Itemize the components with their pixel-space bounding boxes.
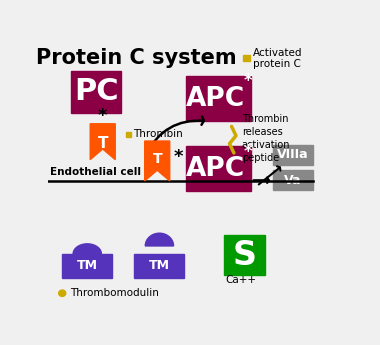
Circle shape	[59, 290, 66, 296]
Bar	[125, 132, 131, 137]
Polygon shape	[145, 141, 170, 181]
Text: APC: APC	[186, 156, 245, 182]
Bar	[224, 235, 265, 275]
Polygon shape	[73, 244, 101, 254]
Polygon shape	[90, 124, 115, 160]
Bar	[243, 56, 250, 61]
Bar	[273, 145, 312, 165]
Text: Endothelial cell: Endothelial cell	[51, 167, 141, 177]
Text: Thrombomodulin: Thrombomodulin	[70, 288, 158, 298]
Text: Thrombin
releases
activation
peptide: Thrombin releases activation peptide	[242, 114, 290, 163]
Text: *: *	[98, 107, 108, 125]
Text: PC: PC	[74, 77, 119, 106]
Text: Thrombin: Thrombin	[133, 129, 183, 139]
Text: Protein C system: Protein C system	[36, 48, 236, 68]
Text: APC: APC	[186, 86, 245, 111]
Text: T: T	[97, 136, 108, 151]
Text: Va: Va	[284, 174, 301, 187]
Text: *: *	[174, 148, 183, 166]
Polygon shape	[145, 233, 174, 246]
Bar	[186, 76, 251, 121]
Bar	[186, 146, 251, 191]
Bar	[135, 254, 184, 278]
Text: TM: TM	[77, 259, 98, 272]
Text: Ca++: Ca++	[226, 275, 256, 285]
Text: *: *	[244, 72, 252, 90]
Bar	[273, 170, 312, 190]
Text: S: S	[233, 239, 257, 272]
Text: VIIIa: VIIIa	[277, 148, 309, 161]
Text: T: T	[152, 152, 162, 166]
Text: TM: TM	[149, 259, 170, 272]
Bar	[62, 254, 112, 278]
Text: *: *	[244, 142, 252, 161]
Text: Activated
protein C: Activated protein C	[253, 48, 302, 69]
Bar	[71, 71, 121, 113]
